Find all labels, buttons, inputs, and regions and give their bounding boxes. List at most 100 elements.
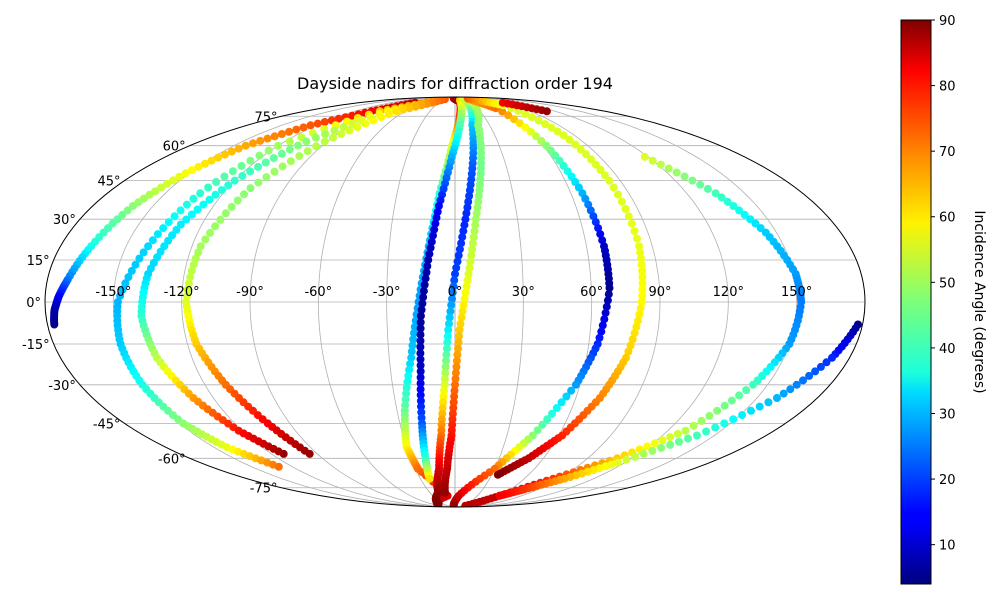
data-point — [302, 137, 311, 146]
data-point — [207, 156, 216, 165]
data-point — [450, 386, 459, 395]
data-point — [624, 212, 633, 221]
data-point — [447, 301, 456, 310]
data-point — [464, 270, 473, 278]
data-point — [634, 316, 642, 325]
data-point — [157, 183, 166, 192]
data-point — [416, 385, 425, 394]
data-point — [187, 210, 196, 219]
data-point — [237, 161, 246, 170]
data-point — [337, 130, 346, 138]
data-point — [624, 347, 633, 356]
data-point — [320, 118, 329, 126]
data-point — [212, 178, 221, 186]
data-point — [526, 127, 535, 136]
data-point — [299, 123, 308, 132]
latitude-tick-label: 45° — [98, 175, 121, 190]
data-point — [461, 288, 470, 297]
data-point — [254, 178, 263, 187]
data-point — [469, 233, 478, 242]
data-point — [201, 235, 210, 244]
data-point — [451, 270, 459, 278]
data-point — [457, 313, 466, 322]
data-point — [602, 302, 611, 311]
data-point — [263, 134, 272, 143]
longitude-tick-label: -120° — [164, 285, 200, 300]
data-point — [116, 291, 125, 300]
data-point — [416, 343, 425, 351]
data-point — [468, 239, 477, 248]
data-point — [711, 189, 720, 198]
data-point — [452, 263, 461, 272]
data-point — [217, 186, 226, 195]
data-point — [230, 176, 239, 185]
data-point — [600, 315, 609, 324]
data-point — [571, 140, 580, 149]
data-point — [467, 251, 476, 260]
data-point — [416, 324, 425, 333]
data-point — [454, 344, 462, 353]
data-point — [216, 215, 225, 224]
data-point — [541, 120, 550, 129]
data-point — [515, 119, 524, 128]
data-point — [451, 368, 460, 377]
data-point — [786, 385, 795, 394]
data-point — [211, 222, 220, 231]
data-point — [571, 380, 580, 389]
data-point — [127, 266, 136, 275]
longitude-tick-label: -150° — [95, 285, 131, 300]
data-point — [543, 415, 552, 424]
data-point — [816, 362, 825, 371]
data-point — [430, 225, 439, 234]
longitude-tick-label: -60° — [304, 285, 332, 300]
data-point — [277, 130, 286, 138]
data-point — [521, 123, 530, 132]
latitude-tick-label: -60° — [158, 452, 186, 467]
data-point — [666, 440, 675, 449]
data-point — [129, 202, 137, 210]
data-point — [334, 114, 343, 123]
data-point — [191, 254, 200, 263]
data-point — [124, 273, 133, 282]
data-point — [425, 249, 434, 258]
data-point — [442, 344, 451, 353]
data-point — [449, 404, 458, 412]
data-point — [407, 347, 416, 356]
data-point — [416, 379, 425, 388]
data-point — [416, 361, 425, 370]
data-point — [416, 349, 425, 358]
data-point — [278, 162, 287, 171]
data-point — [306, 121, 315, 130]
data-point — [684, 434, 692, 443]
data-point — [458, 233, 467, 242]
data-point — [369, 116, 378, 125]
data-point — [448, 294, 456, 303]
data-point — [416, 373, 425, 382]
data-point — [286, 157, 295, 166]
data-point — [255, 151, 264, 160]
data-point — [416, 318, 425, 327]
data-point — [425, 474, 434, 483]
latitude-tick-labels: -75° -60° -45° -30° -15° 0° 15° 30° 45° 60° 75° — [22, 110, 278, 496]
latitude-tick-label: -15° — [22, 338, 50, 353]
map-boundary — [44, 96, 866, 508]
data-point — [594, 224, 603, 233]
data-point — [617, 197, 626, 206]
data-point — [587, 155, 595, 164]
longitude-tick-label: 150° — [781, 285, 812, 300]
latitude-tick-label: 0° — [26, 296, 41, 311]
data-point — [233, 196, 242, 205]
colorbar-tick-label: 60 — [939, 211, 956, 226]
data-point — [424, 256, 433, 264]
data-point — [468, 245, 477, 254]
data-point — [448, 288, 457, 297]
data-point — [423, 262, 432, 271]
data-point — [228, 167, 237, 176]
data-point — [170, 212, 179, 221]
data-point — [449, 398, 458, 407]
data-point — [547, 123, 556, 132]
data-point — [418, 299, 427, 308]
data-point — [773, 394, 781, 402]
data-point — [443, 332, 452, 341]
data-point — [498, 107, 507, 116]
